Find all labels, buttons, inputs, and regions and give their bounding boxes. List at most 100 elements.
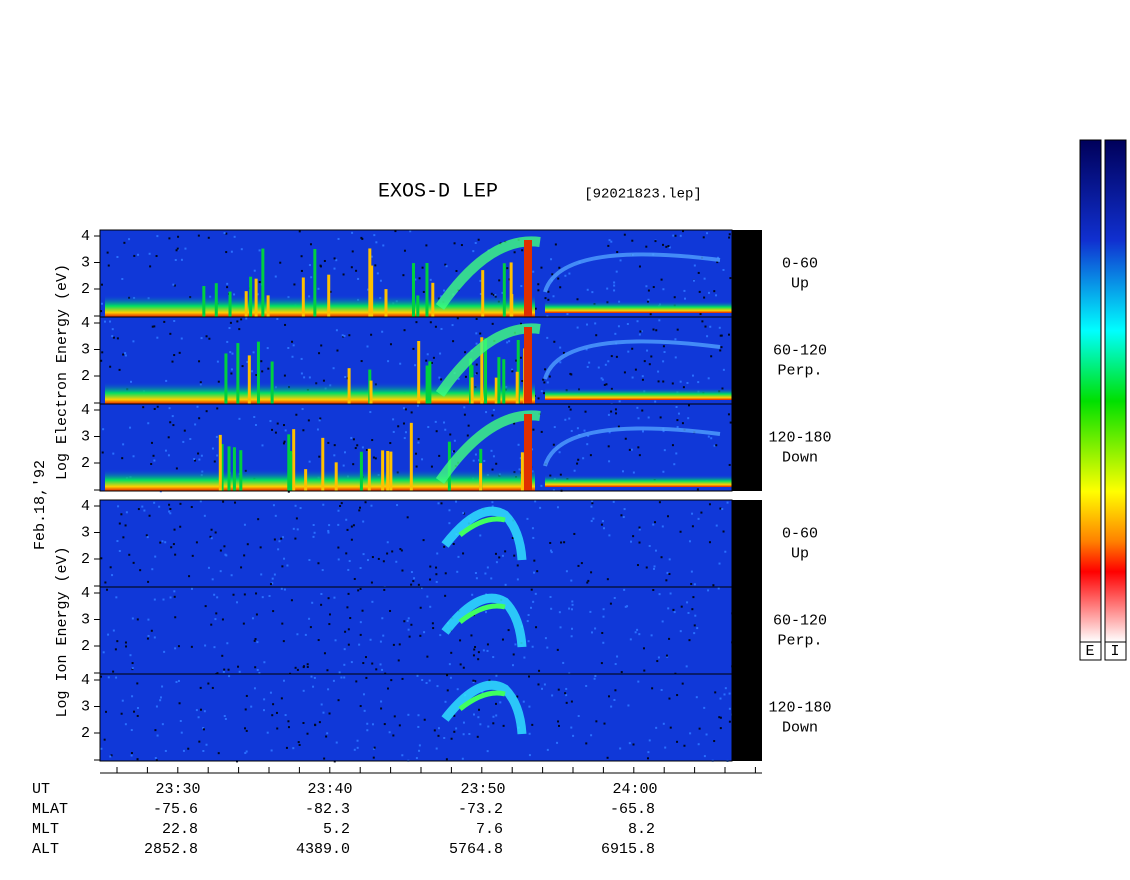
noise bbox=[381, 617, 384, 620]
noise bbox=[179, 719, 182, 722]
noise bbox=[210, 528, 213, 531]
noise bbox=[147, 580, 150, 583]
flux-spike bbox=[247, 355, 251, 404]
noise bbox=[254, 666, 257, 669]
colorbar-label: E bbox=[1085, 643, 1094, 660]
noise bbox=[674, 338, 677, 341]
noise bbox=[669, 592, 672, 595]
noise bbox=[225, 554, 228, 557]
ion-axis-label: Log Ion Energy (eV) bbox=[54, 546, 71, 717]
noise bbox=[637, 446, 640, 449]
noise bbox=[332, 367, 335, 370]
noise bbox=[445, 758, 448, 761]
noise bbox=[677, 412, 680, 415]
noise bbox=[326, 732, 329, 735]
noise bbox=[474, 572, 477, 575]
noise bbox=[210, 623, 213, 626]
noise bbox=[536, 570, 539, 573]
ephemeris-value: 2852.8 bbox=[144, 841, 198, 858]
noise bbox=[606, 287, 609, 290]
noise bbox=[399, 548, 402, 551]
noise bbox=[294, 666, 297, 669]
noise bbox=[318, 721, 321, 724]
noise bbox=[115, 676, 118, 679]
x-tick-label: 23:30 bbox=[155, 781, 200, 798]
noise bbox=[594, 627, 597, 630]
noise bbox=[402, 422, 405, 425]
noise bbox=[198, 417, 201, 420]
noise bbox=[147, 422, 150, 425]
ephemeris-label: ALT bbox=[32, 841, 59, 858]
noise bbox=[452, 543, 455, 546]
flux-spike bbox=[368, 248, 372, 317]
noise bbox=[230, 250, 233, 253]
noise bbox=[502, 724, 505, 727]
noise bbox=[530, 606, 533, 609]
noise bbox=[240, 566, 243, 569]
noise bbox=[255, 592, 258, 595]
noise bbox=[343, 676, 346, 679]
noise bbox=[662, 430, 665, 433]
noise bbox=[389, 343, 392, 346]
noise bbox=[173, 319, 176, 322]
noise bbox=[208, 337, 211, 340]
noise bbox=[615, 270, 618, 273]
noise bbox=[516, 578, 519, 581]
noise bbox=[382, 634, 385, 637]
noise bbox=[673, 296, 676, 299]
noise bbox=[386, 541, 389, 544]
noise bbox=[624, 605, 627, 608]
noise bbox=[727, 333, 730, 336]
flux-arc bbox=[458, 516, 506, 537]
noise bbox=[153, 598, 156, 601]
noise bbox=[317, 562, 320, 565]
noise bbox=[294, 537, 297, 540]
noise bbox=[282, 442, 285, 445]
noise bbox=[427, 426, 430, 429]
noise bbox=[506, 341, 509, 344]
flux-spike bbox=[411, 263, 415, 317]
noise bbox=[710, 355, 713, 358]
noise bbox=[253, 415, 256, 418]
noise bbox=[589, 610, 592, 613]
noise bbox=[587, 579, 590, 582]
noise bbox=[544, 297, 547, 300]
noise bbox=[586, 288, 589, 291]
noise bbox=[194, 423, 197, 426]
noise bbox=[479, 534, 482, 537]
noise bbox=[558, 266, 561, 269]
flux-spike bbox=[239, 450, 243, 491]
flux-spike bbox=[218, 434, 222, 491]
noise bbox=[504, 550, 507, 553]
noise bbox=[334, 639, 337, 642]
noise bbox=[661, 620, 664, 623]
noise bbox=[672, 608, 675, 611]
y-tick-label: 2 bbox=[81, 281, 90, 298]
noise bbox=[153, 636, 156, 639]
noise bbox=[448, 509, 451, 512]
noise bbox=[522, 700, 525, 703]
noise bbox=[617, 425, 620, 428]
noise bbox=[101, 302, 104, 305]
noise bbox=[682, 230, 685, 233]
noise bbox=[638, 265, 641, 268]
noise bbox=[211, 447, 214, 450]
noise bbox=[285, 746, 288, 749]
noise bbox=[240, 318, 243, 321]
noise bbox=[131, 617, 134, 620]
noise bbox=[364, 656, 367, 659]
noise bbox=[154, 729, 157, 732]
noise bbox=[351, 250, 354, 253]
noise bbox=[718, 562, 721, 565]
noise bbox=[225, 232, 228, 235]
y-tick-label: 2 bbox=[81, 725, 90, 742]
noise bbox=[147, 618, 150, 621]
noise bbox=[661, 525, 664, 528]
noise bbox=[344, 375, 347, 378]
panel-direction: Perp. bbox=[777, 632, 822, 649]
noise bbox=[154, 555, 157, 558]
noise bbox=[607, 445, 610, 448]
noise bbox=[667, 245, 670, 248]
noise bbox=[226, 282, 229, 285]
noise bbox=[347, 643, 350, 646]
